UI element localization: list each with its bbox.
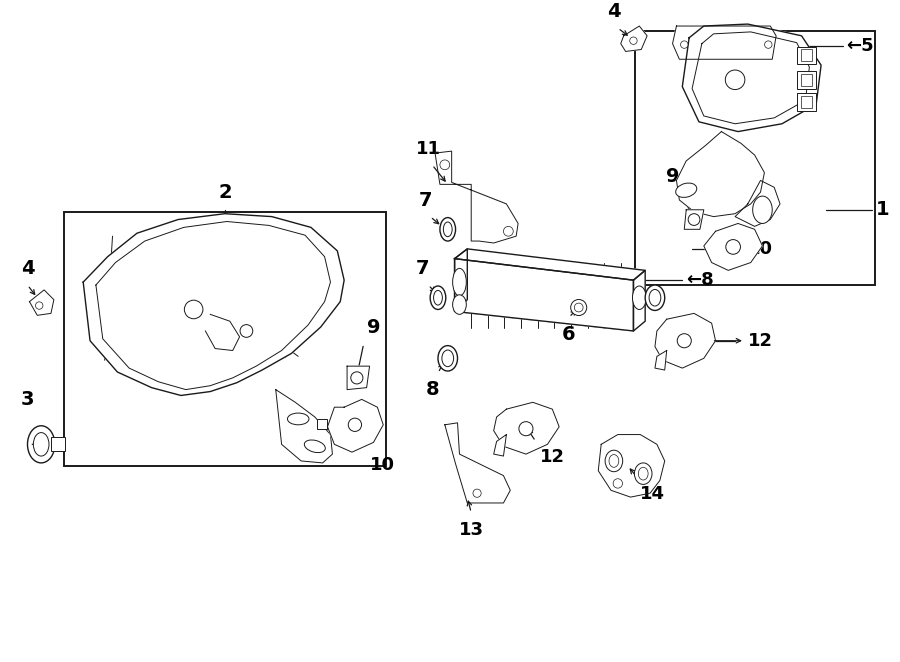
Ellipse shape bbox=[438, 346, 457, 371]
Circle shape bbox=[680, 41, 688, 48]
Ellipse shape bbox=[442, 350, 454, 367]
Ellipse shape bbox=[444, 222, 452, 236]
Text: 12: 12 bbox=[540, 448, 564, 466]
Text: 11: 11 bbox=[416, 140, 441, 158]
Text: 8: 8 bbox=[426, 380, 439, 399]
Circle shape bbox=[240, 324, 253, 338]
Circle shape bbox=[571, 299, 587, 316]
Circle shape bbox=[35, 302, 43, 309]
Text: 7: 7 bbox=[418, 191, 432, 210]
Circle shape bbox=[725, 240, 741, 254]
Polygon shape bbox=[684, 210, 704, 229]
Bar bbox=[801, 97, 813, 108]
Polygon shape bbox=[454, 249, 645, 280]
Circle shape bbox=[574, 303, 583, 312]
Bar bbox=[635, 31, 875, 285]
Bar bbox=[51, 438, 65, 451]
Polygon shape bbox=[435, 151, 518, 243]
Ellipse shape bbox=[28, 426, 55, 463]
Polygon shape bbox=[682, 24, 821, 132]
Text: 9: 9 bbox=[666, 167, 680, 186]
Circle shape bbox=[503, 226, 513, 236]
Bar bbox=[801, 74, 813, 85]
Ellipse shape bbox=[633, 286, 646, 309]
Circle shape bbox=[765, 41, 772, 48]
Bar bbox=[801, 50, 813, 61]
Circle shape bbox=[613, 479, 623, 488]
Polygon shape bbox=[655, 313, 716, 368]
Polygon shape bbox=[347, 366, 370, 390]
Ellipse shape bbox=[304, 440, 325, 453]
Bar bbox=[796, 93, 816, 111]
Ellipse shape bbox=[634, 463, 652, 485]
Ellipse shape bbox=[33, 432, 49, 456]
Polygon shape bbox=[454, 259, 634, 331]
Circle shape bbox=[348, 418, 362, 432]
Circle shape bbox=[677, 334, 691, 348]
Text: 10: 10 bbox=[748, 240, 773, 258]
Ellipse shape bbox=[676, 183, 697, 197]
Polygon shape bbox=[494, 402, 559, 454]
Circle shape bbox=[688, 214, 700, 225]
Ellipse shape bbox=[287, 413, 309, 425]
Polygon shape bbox=[30, 290, 54, 315]
Bar bbox=[796, 46, 816, 64]
Ellipse shape bbox=[430, 286, 446, 309]
Text: 10: 10 bbox=[370, 456, 394, 474]
Text: 9: 9 bbox=[366, 318, 380, 337]
Text: 2: 2 bbox=[218, 183, 231, 202]
Polygon shape bbox=[598, 434, 665, 497]
Text: 1: 1 bbox=[876, 201, 889, 219]
Circle shape bbox=[184, 300, 202, 318]
Polygon shape bbox=[634, 270, 645, 331]
Polygon shape bbox=[83, 214, 344, 395]
Polygon shape bbox=[454, 249, 467, 311]
Text: 4: 4 bbox=[608, 2, 621, 21]
Polygon shape bbox=[735, 181, 780, 226]
Polygon shape bbox=[445, 423, 510, 503]
Text: 14: 14 bbox=[640, 485, 665, 503]
Ellipse shape bbox=[453, 295, 466, 314]
Ellipse shape bbox=[434, 291, 443, 305]
Text: 7: 7 bbox=[416, 260, 429, 278]
Polygon shape bbox=[655, 350, 667, 370]
Ellipse shape bbox=[605, 450, 623, 472]
Bar bbox=[796, 71, 816, 89]
Text: 13: 13 bbox=[459, 520, 483, 539]
Ellipse shape bbox=[440, 218, 455, 241]
Circle shape bbox=[440, 160, 450, 169]
Circle shape bbox=[519, 422, 533, 436]
Bar bbox=[64, 212, 386, 466]
Circle shape bbox=[473, 489, 482, 497]
Polygon shape bbox=[704, 224, 762, 270]
Polygon shape bbox=[494, 434, 507, 456]
Text: 6: 6 bbox=[562, 325, 576, 344]
Ellipse shape bbox=[752, 196, 772, 224]
Ellipse shape bbox=[645, 285, 665, 310]
Ellipse shape bbox=[649, 289, 661, 306]
Text: ←8: ←8 bbox=[686, 271, 714, 289]
Circle shape bbox=[630, 37, 637, 44]
Polygon shape bbox=[672, 26, 776, 60]
Ellipse shape bbox=[453, 268, 466, 296]
Text: 3: 3 bbox=[21, 390, 34, 409]
Polygon shape bbox=[328, 399, 383, 452]
Bar bbox=[317, 419, 327, 429]
Ellipse shape bbox=[609, 455, 619, 467]
Text: ←5: ←5 bbox=[847, 36, 874, 54]
Polygon shape bbox=[621, 26, 647, 52]
Text: 12: 12 bbox=[748, 332, 773, 350]
Circle shape bbox=[351, 372, 363, 384]
Polygon shape bbox=[275, 390, 332, 463]
Polygon shape bbox=[677, 132, 764, 216]
Ellipse shape bbox=[638, 467, 648, 480]
Text: 4: 4 bbox=[21, 260, 34, 278]
Circle shape bbox=[725, 70, 745, 89]
